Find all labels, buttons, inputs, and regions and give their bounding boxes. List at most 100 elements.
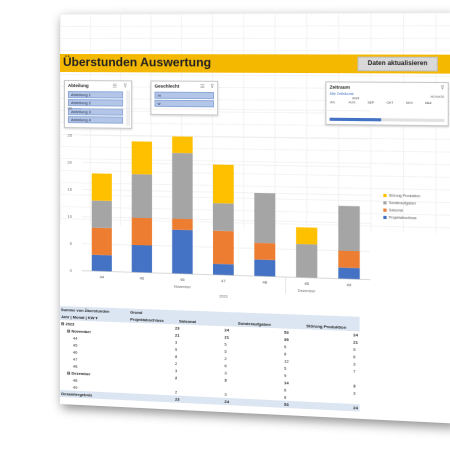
grand-total-value: 53 <box>284 402 289 407</box>
cell-value: 14 <box>284 380 289 385</box>
year-label: 2023 <box>219 294 227 298</box>
gridline <box>82 108 370 111</box>
multi-select-icon[interactable]: ☰ <box>200 84 205 90</box>
bar-segment[interactable] <box>132 141 152 174</box>
row-label[interactable]: ⊟ November <box>67 328 91 334</box>
legend-entry: Sonderaufgaben <box>389 201 416 206</box>
gridline <box>82 135 370 139</box>
row-label: 47 <box>73 357 77 362</box>
row-label[interactable]: ⊟ 2023 <box>61 321 74 327</box>
timeline-level-dropdown[interactable]: MONATE <box>431 95 445 99</box>
cell-value: 6 <box>284 387 286 392</box>
row-label: 48 <box>73 364 77 369</box>
cell-value: 3 <box>224 392 226 397</box>
cell-value: 2 <box>175 375 177 380</box>
cell-value: 6 <box>224 363 226 368</box>
x-tick-label: 46 <box>180 277 185 282</box>
cell-value: 7 <box>353 369 355 374</box>
x-tick-label: 49 <box>347 282 353 287</box>
clear-filter-icon[interactable]: ⊽ <box>123 83 127 89</box>
bar-segment[interactable] <box>296 227 317 244</box>
bar-segment[interactable] <box>254 259 275 276</box>
cell-value: 5 <box>284 344 286 349</box>
bar-segment[interactable] <box>213 165 234 204</box>
bar-segment[interactable] <box>132 174 152 218</box>
bar-segment[interactable] <box>254 243 275 260</box>
cell-value: 24 <box>353 332 358 337</box>
x-tick-label: 45 <box>140 276 145 281</box>
cell-value: 5 <box>224 342 226 347</box>
legend-swatch <box>383 216 386 219</box>
grand-total-label: Gesamtergebnis <box>61 391 92 398</box>
legend-entry: Projektabschluss <box>389 215 417 220</box>
row-label[interactable]: ⊟ Dezember <box>67 370 91 376</box>
x-tick-label: 48 <box>304 281 310 286</box>
cell-value: 24 <box>224 327 229 332</box>
page-title: Überstunden Auswertung <box>63 55 211 70</box>
row-label: 45 <box>73 343 77 348</box>
cell-value: 21 <box>175 332 180 337</box>
cell-value: 6 <box>353 354 355 359</box>
bar-segment[interactable] <box>92 200 112 228</box>
slicer-title: Abteilung <box>65 81 131 89</box>
cell-value: 2 <box>224 356 226 361</box>
bar-segment[interactable] <box>338 267 359 279</box>
legend-swatch <box>383 201 386 204</box>
cell-value: 53 <box>284 330 289 335</box>
cell-value: 5 <box>224 349 226 354</box>
bar-segment[interactable] <box>92 228 112 256</box>
cell-value: 3 <box>353 390 355 395</box>
cell-value: 3 <box>353 361 355 366</box>
bar-segment[interactable] <box>92 173 112 201</box>
cell-value: 3 <box>353 383 355 388</box>
legend-entry: Störung Produktion <box>389 194 421 199</box>
column-header: Saisonal <box>179 318 196 324</box>
pivot-chart[interactable]: 0 5 10 15 20 25 30 44 45 46 47 48 48 49 November Dezemb… <box>60 100 450 324</box>
bar-segment[interactable] <box>172 230 193 275</box>
bar-segment[interactable] <box>92 255 112 272</box>
row-label: 49 <box>73 385 77 390</box>
bar-segment[interactable] <box>338 206 359 251</box>
x-tick-label: 44 <box>100 274 105 279</box>
bar-segment[interactable] <box>213 264 234 276</box>
refresh-data-button[interactable]: Daten aktualisieren <box>357 57 437 72</box>
bar-segment[interactable] <box>213 203 234 231</box>
bar-segment[interactable] <box>172 219 193 230</box>
cell-value: 8 <box>284 351 286 356</box>
y-tick-label: 0 <box>70 268 73 273</box>
slicer-item-m[interactable]: m <box>155 91 215 99</box>
clear-filter-icon[interactable]: ⊽ <box>210 84 214 90</box>
bar-segment[interactable] <box>172 153 193 219</box>
cell-value: 2 <box>175 361 177 366</box>
cell-value: 12 <box>284 358 289 363</box>
cell-value: 23 <box>175 325 180 330</box>
grand-total-value: 23 <box>175 396 180 401</box>
grand-total-value: 24 <box>224 399 229 404</box>
row-label: 48 <box>73 378 77 383</box>
bar-segment[interactable] <box>172 136 193 153</box>
bar-segment[interactable] <box>296 244 317 278</box>
bar-segment[interactable] <box>213 231 234 265</box>
y-tick-label: 10 <box>68 214 73 219</box>
cell-value: 21 <box>224 334 229 339</box>
bar-segment[interactable] <box>132 245 152 273</box>
bar-segment[interactable] <box>132 218 152 246</box>
cell-value: 8 <box>175 354 177 359</box>
cell-value: 5 <box>175 347 177 352</box>
cell-value: 3 <box>224 377 226 382</box>
bar-segment[interactable] <box>254 193 275 243</box>
clear-filter-icon[interactable]: ⊽ <box>440 85 444 91</box>
pivot-table[interactable]: Summe von Überstunden Grund Jahr | Monat |… <box>60 306 360 412</box>
slicer-item-abteilung-1[interactable]: Abteilung 1 <box>68 91 123 98</box>
cell-value: 3 <box>224 370 226 375</box>
multi-select-icon[interactable]: ☰ <box>112 83 117 89</box>
column-field-label[interactable]: Grund <box>130 310 142 315</box>
group-label-dezember: Dezember <box>298 289 316 294</box>
cell-value: 3 <box>175 340 177 345</box>
bar-segment[interactable] <box>338 251 359 268</box>
row-label: 44 <box>73 336 77 341</box>
title-banner: Überstunden Auswertung Daten aktualisier… <box>60 54 450 74</box>
cell-value: 9 <box>284 373 286 378</box>
legend-swatch <box>383 209 386 212</box>
legend-swatch <box>383 194 386 197</box>
